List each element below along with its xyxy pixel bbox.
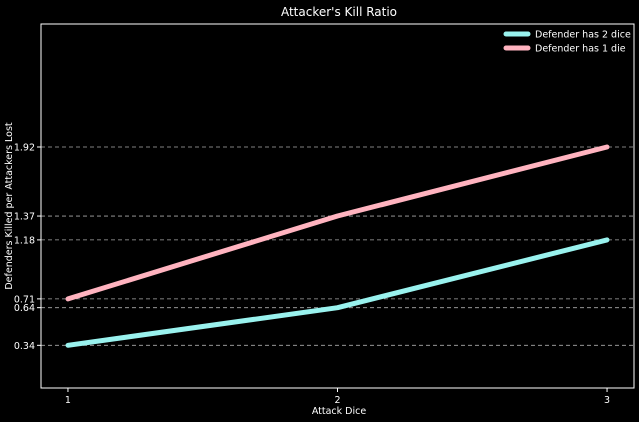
legend: Defender has 2 dice Defender has 1 die <box>503 30 631 55</box>
x-axis-label: Attack Dice <box>312 406 367 417</box>
y-tick-label: 1.18 <box>14 235 35 246</box>
y-tick-label: 1.92 <box>14 143 35 154</box>
series-line-1 <box>65 237 610 348</box>
chart-title: Attacker's Kill Ratio <box>281 5 397 19</box>
x-axis-ticks: 1 2 3 <box>65 388 610 406</box>
series-line-2 <box>65 144 610 302</box>
y-tick-label: 0.34 <box>14 341 35 352</box>
y-axis-ticks: 0.34 0.640.71 1.18 1.37 1.92 <box>14 143 41 352</box>
y-tick-label: 1.37 <box>14 212 35 223</box>
series-lines <box>65 144 610 348</box>
x-tick-label: 1 <box>65 395 71 406</box>
y-axis-label: Defenders Killed per Attackers Lost <box>4 122 15 290</box>
legend-label: Defender has 2 dice <box>535 30 631 41</box>
y-tick-label: 0.71 <box>14 294 35 305</box>
y-tick-label: 0.64 <box>14 303 35 314</box>
x-tick-label: 3 <box>604 395 610 406</box>
x-tick-label: 2 <box>334 395 340 406</box>
legend-label: Defender has 1 die <box>535 44 626 55</box>
